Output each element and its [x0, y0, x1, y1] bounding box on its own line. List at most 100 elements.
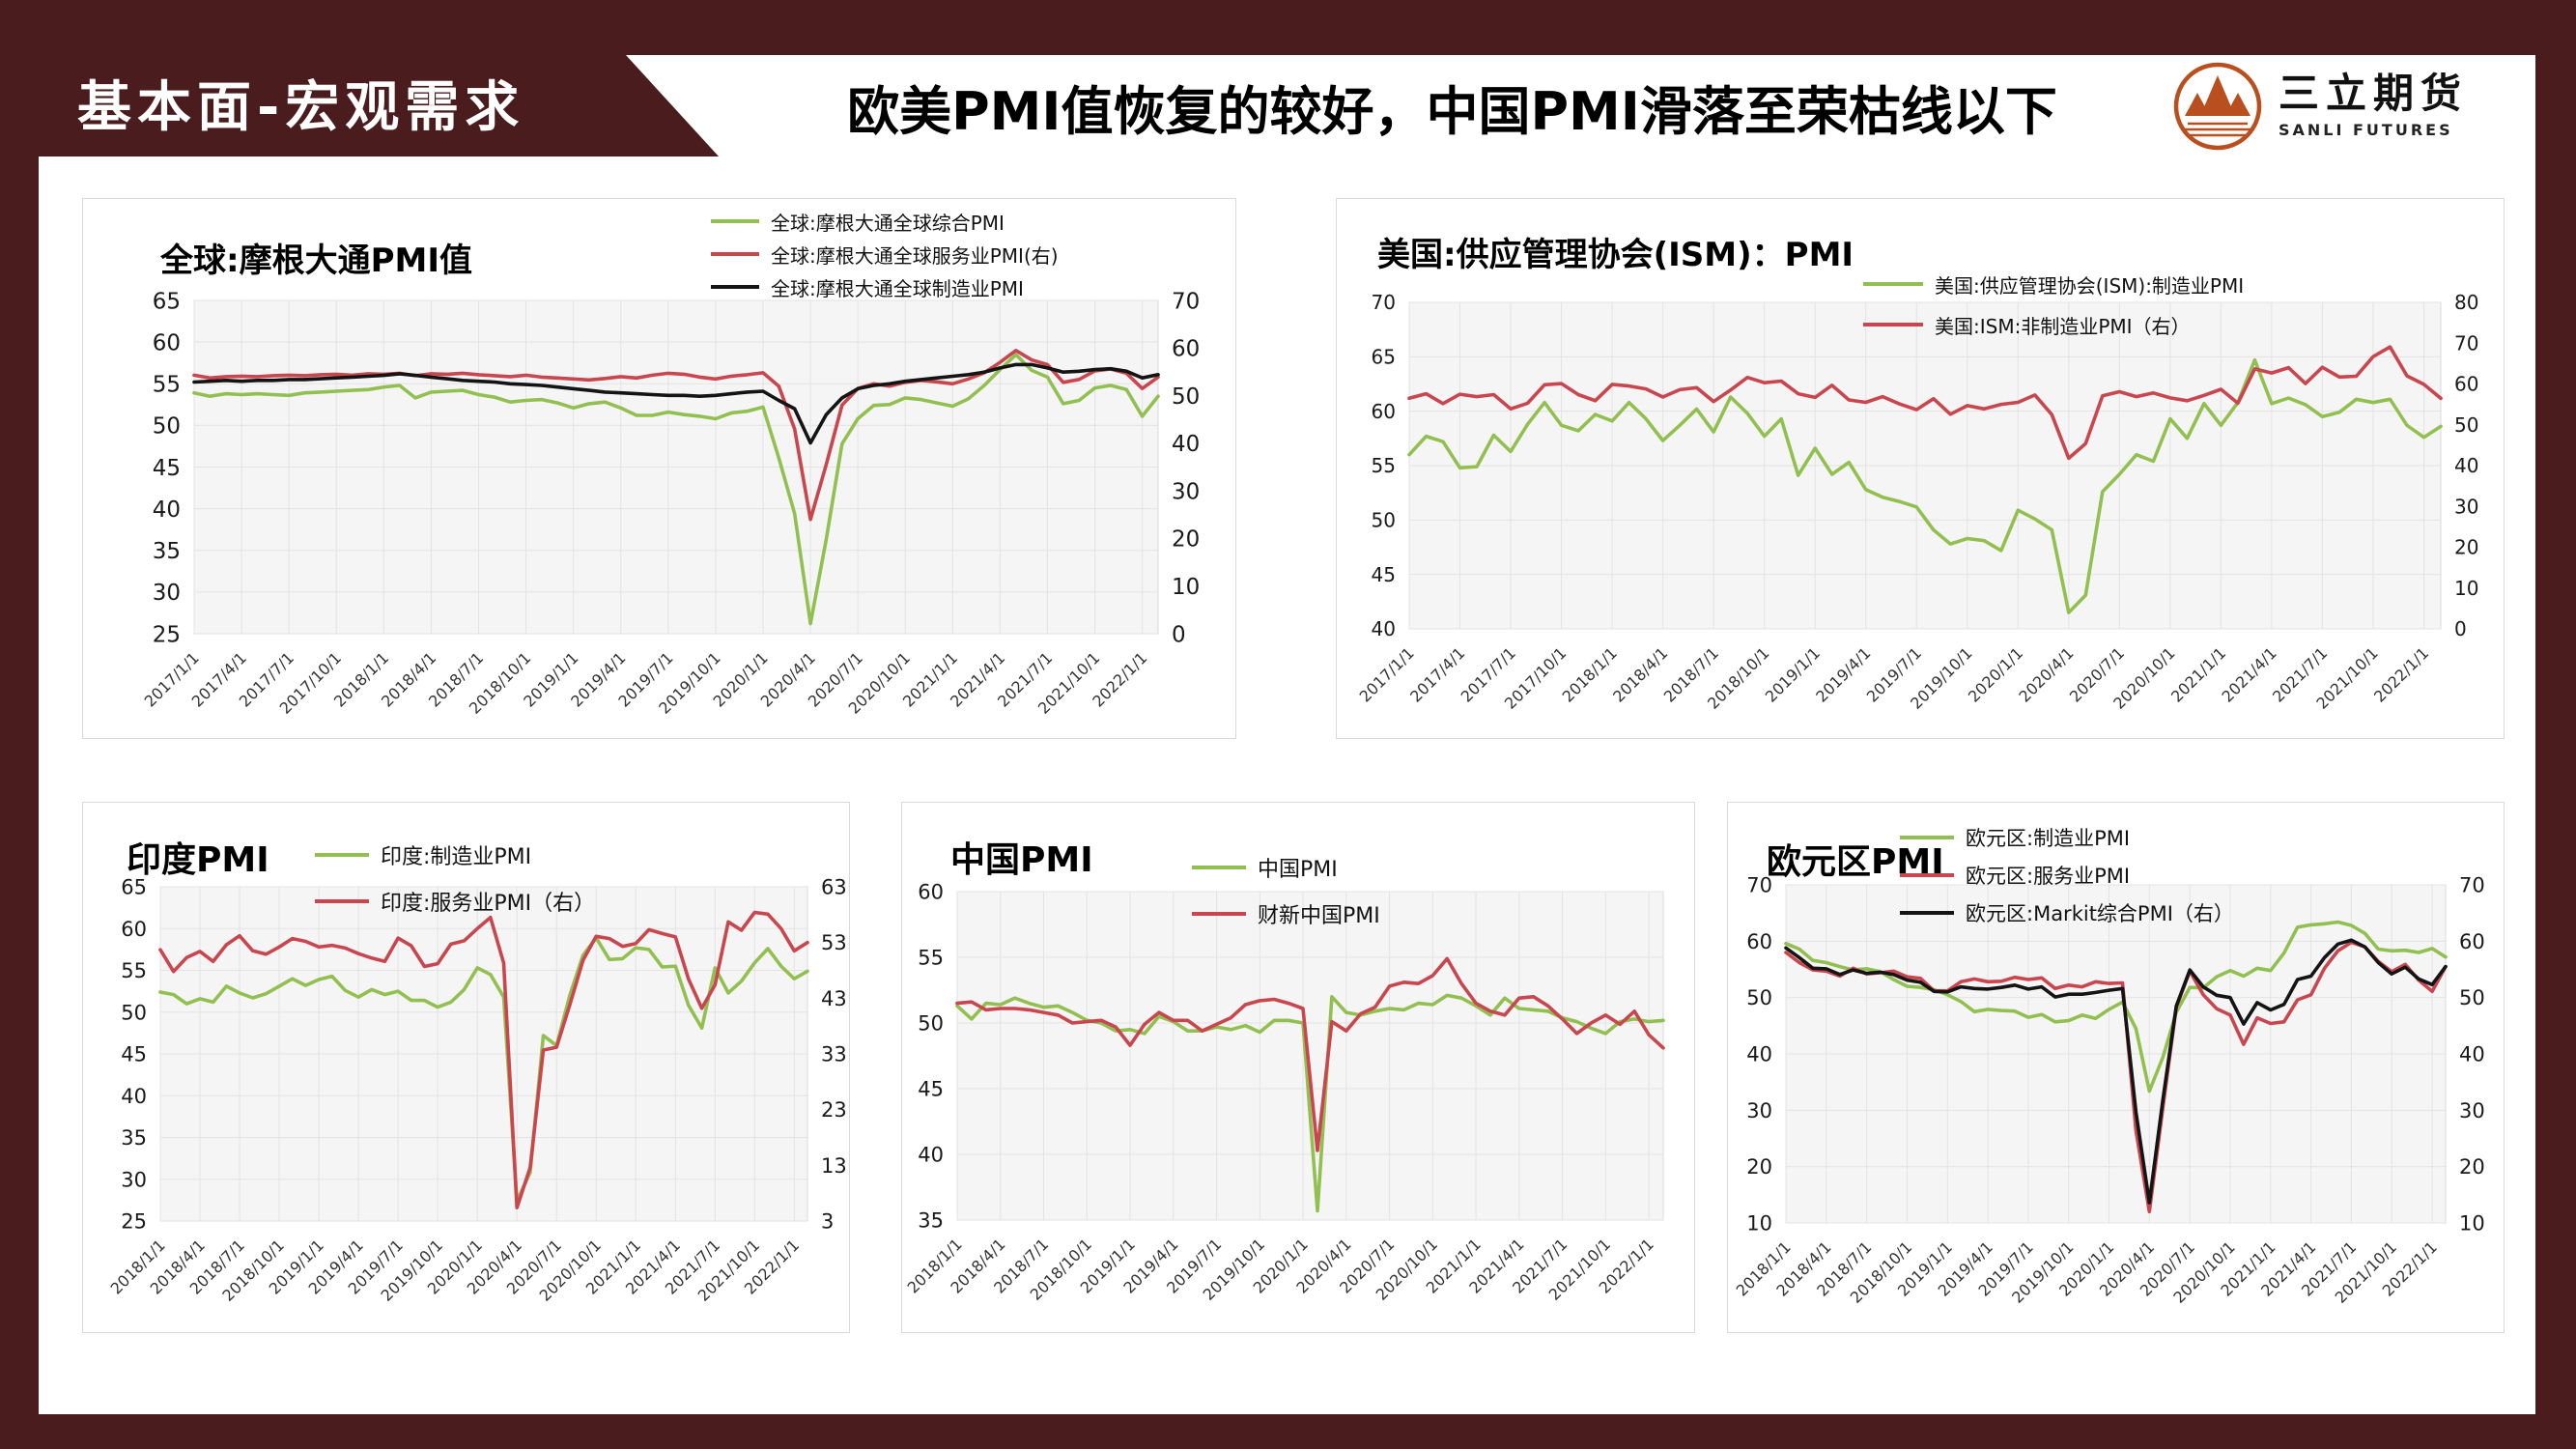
left-axis-tick-label: 55	[918, 947, 944, 970]
legend-label: 印度:制造业PMI	[381, 845, 532, 869]
legend-item: 美国:供应管理协会(ISM):制造业PMI	[1863, 264, 2244, 304]
right-axis-tick-label: 10	[2454, 577, 2478, 600]
left-axis-tick-label: 55	[153, 373, 181, 398]
legend-item: 欧元区:制造业PMI	[1900, 818, 2234, 856]
legend-item: 欧元区:服务业PMI	[1900, 856, 2234, 894]
legend: 中国PMI 财新中国PMI	[1192, 844, 1380, 937]
x-axis-tick-label: 2020/4/1	[2015, 643, 2077, 705]
right-axis-tick-label: 0	[1172, 622, 1186, 647]
left-axis-tick-label: 70	[1372, 291, 1396, 314]
right-axis-tick-label: 40	[2459, 1043, 2485, 1066]
x-axis-tick-label: 2020/1/1	[1965, 643, 2026, 705]
legend-item: 印度:服务业PMI（右）	[315, 878, 595, 924]
left-axis-tick-label: 55	[121, 959, 147, 982]
chart-panel-5: 欧元区PMI 欧元区:制造业PMI 欧元区:服务业PMI 欧元区:Markit综合PM…	[1727, 802, 2505, 1333]
chart-canvas-2: 40455055606570010203040506070802017/1/12…	[1356, 291, 2479, 713]
x-axis-tick-label: 2019/1/1	[1762, 643, 1824, 705]
chart-canvas-1: 2530354045505560650102030405060702017/1/…	[141, 289, 1201, 718]
legend-marker-line	[1900, 835, 1954, 839]
legend-label: 美国:ISM:非制造业PMI（右）	[1935, 314, 2191, 338]
left-axis-tick-label: 65	[153, 289, 181, 314]
legend: 美国:供应管理协会(ISM):制造业PMI 美国:ISM:非制造业PMI（右）	[1863, 264, 2244, 345]
legend-marker-line	[315, 853, 369, 857]
left-axis-tick-label: 60	[153, 330, 181, 355]
x-axis-tick-label: 2018/4/1	[1609, 643, 1671, 705]
left-axis-tick-label: 50	[153, 414, 181, 440]
right-axis-tick-label: 50	[2454, 413, 2478, 437]
legend-item: 全球:摩根大通全球服务业PMI(右)	[711, 238, 1059, 270]
left-axis-tick-label: 60	[121, 918, 147, 941]
series-line	[955, 993, 1665, 1213]
series-line	[1784, 940, 2448, 1214]
right-axis-tick-label: 63	[821, 876, 847, 899]
right-axis-tick-label: 70	[2454, 331, 2478, 355]
legend-marker-line	[1863, 323, 1923, 327]
chart-panel-4: 中国PMI 中国PMI 财新中国PMI 35 40 45 50 55 60 2018/1/1 201…	[901, 802, 1695, 1333]
left-axis-tick-label: 10	[1746, 1212, 1772, 1236]
legend-item: 中国PMI	[1192, 844, 1380, 891]
left-axis-tick-label: 65	[1372, 346, 1396, 369]
legend-marker-line	[711, 252, 759, 256]
left-axis-tick-label: 50	[1372, 509, 1396, 532]
section-label: 基本面-宏观需求	[77, 76, 525, 139]
series-line	[1784, 938, 2448, 1205]
legend-marker-line	[711, 219, 759, 223]
right-axis-tick-label: 10	[1172, 575, 1200, 600]
legend-marker-line	[1900, 910, 1954, 915]
legend-item: 全球:摩根大通全球综合PMI	[711, 205, 1059, 238]
chart-canvas-5: 10203040506070102030405060702018/1/12018…	[1733, 874, 2485, 1307]
right-axis-tick-label: 50	[2459, 986, 2485, 1009]
logo: 三立期货 SANLI FUTURES	[2172, 61, 2468, 152]
legend-item: 财新中国PMI	[1192, 891, 1380, 937]
left-axis-tick-label: 40	[918, 1144, 944, 1167]
left-axis-tick-label: 40	[1746, 1043, 1772, 1066]
series-line	[955, 956, 1665, 1152]
x-axis-tick-label: 2017/1/1	[1356, 643, 1418, 705]
series-line	[192, 349, 1160, 522]
legend-label: 欧元区:制造业PMI	[1966, 826, 2131, 850]
legend-label: 中国PMI	[1258, 858, 1338, 882]
left-axis-tick-label: 45	[918, 1078, 944, 1101]
left-axis-tick-label: 50	[918, 1012, 944, 1036]
x-axis-tick-label: 2022/1/1	[2370, 643, 2432, 705]
x-axis-tick-label: 2021/4/1	[2218, 643, 2279, 705]
series-line	[158, 910, 809, 1210]
legend-label: 美国:供应管理协会(ISM):制造业PMI	[1935, 273, 2245, 298]
page-title: 欧美PMI值恢复的较好，中国PMI滑落至荣枯线以下	[847, 80, 2057, 142]
right-axis-tick-label: 23	[821, 1098, 847, 1122]
right-axis-tick-label: 3	[821, 1210, 834, 1234]
chart-panel-2: 美国:供应管理协会(ISM)：PMI 美国:供应管理协会(ISM):制造业PMI 美…	[1336, 198, 2505, 739]
left-axis-tick-label: 35	[121, 1126, 147, 1150]
chart-panel-1: 全球:摩根大通PMI值 全球:摩根大通全球综合PMI 全球:摩根大通全球服务业PMI…	[82, 198, 1236, 739]
right-axis-tick-label: 43	[821, 987, 847, 1010]
legend: 全球:摩根大通全球综合PMI 全球:摩根大通全球服务业PMI(右) 全球:摩根大通全…	[711, 205, 1059, 303]
right-axis-tick-label: 20	[2454, 536, 2478, 559]
left-axis-tick-label: 45	[153, 456, 181, 481]
right-axis-tick-label: 20	[1172, 527, 1200, 553]
left-axis-tick-label: 40	[153, 497, 181, 523]
right-axis-tick-label: 60	[2454, 373, 2478, 396]
x-axis-tick-label: 2017/4/1	[1406, 643, 1468, 705]
logo-name-en: SANLI FUTURES	[2278, 121, 2453, 139]
right-axis-tick-label: 50	[1172, 384, 1200, 410]
series-line	[1407, 357, 2443, 614]
legend-marker-line	[711, 285, 759, 289]
left-axis-tick-label: 30	[1746, 1099, 1772, 1122]
left-axis-tick-label: 50	[1746, 986, 1772, 1009]
left-axis-tick-label: 60	[918, 881, 944, 904]
right-axis-tick-label: 30	[2454, 495, 2478, 518]
left-axis-tick-label: 40	[121, 1085, 147, 1108]
right-axis-tick-label: 33	[821, 1043, 847, 1066]
series-line	[1784, 920, 2448, 1094]
right-axis-tick-label: 10	[2459, 1212, 2485, 1236]
left-axis-tick-label: 45	[1372, 563, 1396, 586]
legend: 欧元区:制造业PMI 欧元区:服务业PMI 欧元区:Markit综合PMI（右）	[1900, 818, 2234, 931]
left-axis-tick-label: 25	[153, 622, 181, 647]
legend-label: 欧元区:Markit综合PMI（右）	[1966, 901, 2234, 925]
left-axis-tick-label: 65	[121, 876, 147, 899]
legend-marker-line	[1192, 866, 1246, 869]
left-axis-tick-label: 30	[121, 1168, 147, 1191]
legend-label: 印度:服务业PMI（右）	[381, 892, 596, 916]
legend-item: 美国:ISM:非制造业PMI（右）	[1863, 304, 2244, 345]
